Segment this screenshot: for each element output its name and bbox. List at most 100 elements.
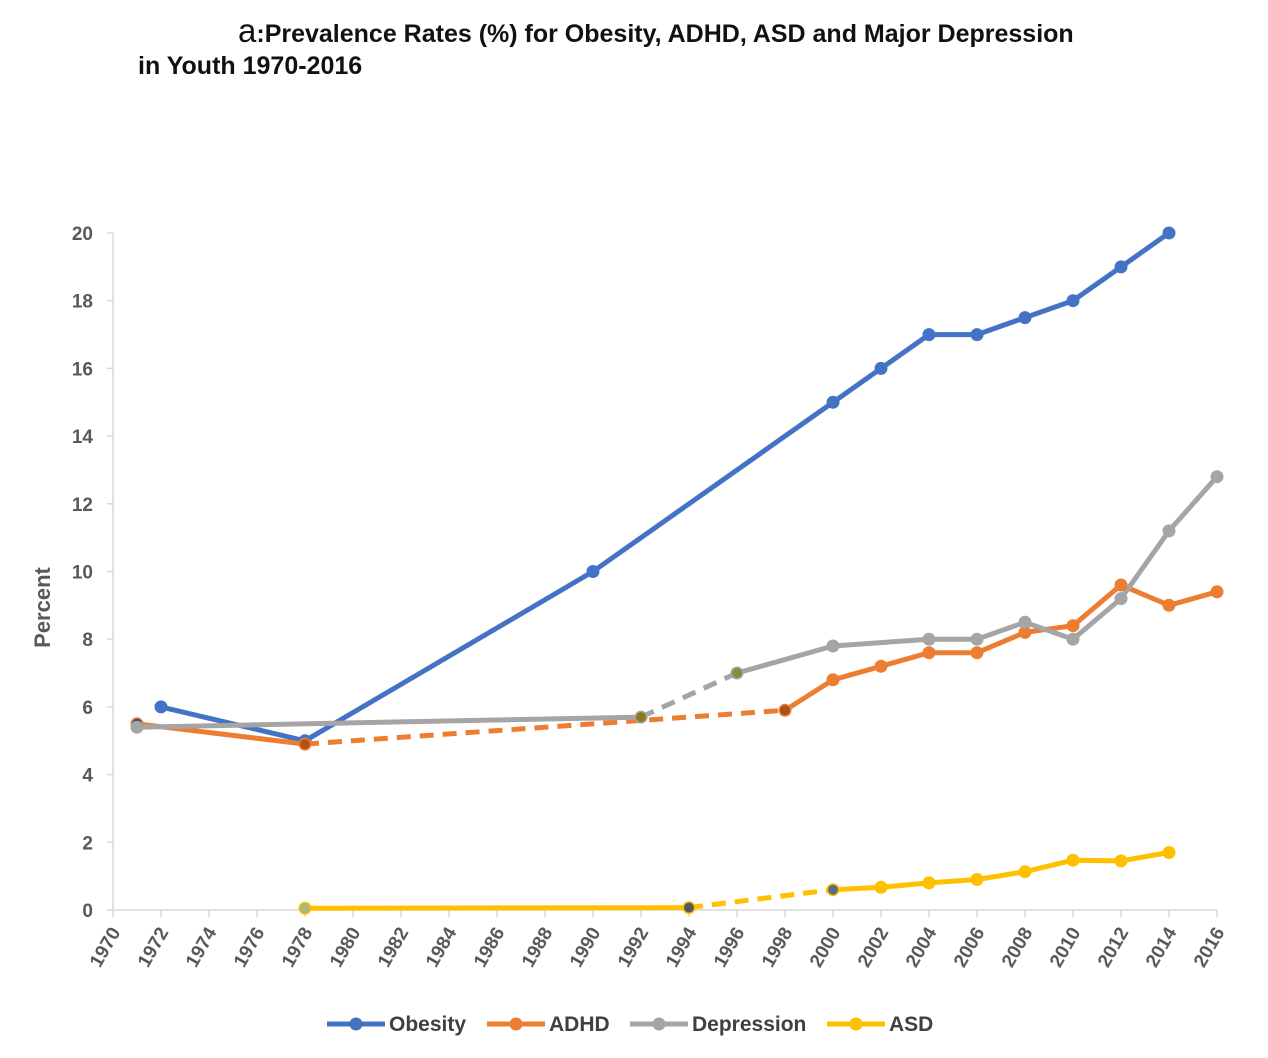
asd-data-point — [1066, 853, 1080, 867]
depression-series-line-dashed — [639, 670, 739, 720]
adhd-data-point — [874, 659, 888, 673]
chart-title-separator: : — [256, 20, 265, 48]
depression-data-point — [1066, 632, 1080, 646]
depression-data-point — [1114, 592, 1128, 606]
x-tick-label: 2006 — [950, 924, 989, 971]
obesity-legend-marker — [349, 1017, 363, 1031]
asd-data-point — [1114, 854, 1128, 868]
x-tick-label: 1982 — [374, 924, 413, 971]
adhd-data-point-highlight — [780, 705, 790, 716]
obesity-data-point — [922, 328, 936, 342]
obesity-data-point — [154, 700, 168, 714]
obesity-series-line-solid — [160, 230, 1171, 744]
asd-series-line-solid — [304, 905, 690, 911]
x-tick-label: 1980 — [326, 924, 365, 971]
y-tick-label: 18 — [72, 292, 93, 313]
adhd-data-point — [970, 646, 984, 660]
depression-data-point — [922, 632, 936, 646]
y-tick-label: 14 — [72, 427, 94, 448]
asd-legend-marker — [849, 1017, 863, 1031]
adhd-series-line-solid — [783, 582, 1218, 713]
x-tick-label: 1970 — [86, 924, 125, 971]
y-axis-title: Percent — [30, 566, 55, 647]
y-tick-label: 12 — [72, 495, 93, 516]
adhd-data-point — [922, 646, 936, 660]
depression-legend-marker — [652, 1017, 666, 1031]
chart-title: a:Prevalence Rates (%) for Obesity, ADHD… — [0, 12, 1268, 92]
asd-data-point — [922, 876, 936, 890]
x-tick-label: 2008 — [998, 924, 1037, 971]
depression-data-point — [1162, 524, 1176, 538]
obesity-data-point — [1066, 294, 1080, 308]
adhd-legend-marker — [509, 1017, 523, 1031]
x-tick-label: 1974 — [182, 924, 222, 971]
chart-title-letter: a — [238, 12, 257, 49]
asd-data-point — [1162, 846, 1176, 859]
x-tick-label: 1986 — [470, 924, 509, 971]
depression-legend-label: Depression — [692, 1013, 806, 1036]
adhd-data-point — [1018, 625, 1032, 639]
obesity-data-point — [586, 565, 600, 578]
x-tick-label: 1972 — [134, 924, 173, 971]
asd-series-line-dashed — [688, 887, 834, 911]
asd-data-point-highlight — [828, 884, 838, 895]
adhd-data-point-highlight — [300, 739, 310, 750]
asd-data-point — [1018, 865, 1032, 879]
x-tick-label: 2000 — [806, 924, 845, 971]
y-tick-label: 8 — [82, 630, 93, 651]
obesity-legend-label: Obesity — [389, 1013, 466, 1036]
y-tick-label: 0 — [82, 901, 93, 922]
depression-data-point — [970, 632, 984, 646]
y-tick-label: 4 — [82, 766, 93, 787]
x-tick-label: 1994 — [662, 924, 702, 971]
x-tick-label: 1996 — [710, 924, 749, 971]
asd-data-point — [874, 880, 888, 894]
x-tick-label: 2004 — [902, 924, 942, 971]
chart-title-line-2: in Youth 1970-2016 — [138, 52, 363, 80]
depression-data-point — [130, 720, 144, 734]
adhd-data-point — [1210, 585, 1224, 599]
asd-data-point-highlight — [300, 903, 310, 914]
x-tick-label: 1984 — [422, 924, 462, 971]
adhd-data-point — [1066, 619, 1080, 633]
adhd-data-point — [1162, 598, 1176, 612]
adhd-series-line-dashed — [304, 707, 786, 747]
x-tick-label: 2014 — [1142, 924, 1182, 971]
asd-legend-label: ASD — [889, 1013, 933, 1036]
chart-title-text: Prevalence Rates (%) for Obesity, ADHD, … — [264, 20, 1074, 48]
y-tick-label: 16 — [72, 359, 93, 380]
obesity-data-point — [970, 328, 984, 342]
y-tick-label: 20 — [72, 224, 93, 245]
obesity-data-point — [1162, 226, 1176, 240]
depression-data-point — [1018, 615, 1032, 629]
depression-series-line-solid — [136, 714, 642, 730]
x-tick-label: 1990 — [566, 924, 605, 971]
y-tick-label: 6 — [82, 698, 93, 719]
depression-data-point — [826, 639, 840, 653]
x-tick-label: 2016 — [1190, 924, 1229, 971]
adhd-data-point — [826, 673, 840, 687]
x-tick-label: 1992 — [614, 924, 653, 971]
obesity-data-point — [1114, 260, 1128, 274]
depression-data-point-highlight — [636, 712, 646, 723]
asd-data-point-highlight — [684, 902, 694, 913]
asd-data-point — [970, 873, 984, 886]
obesity-data-point — [1018, 311, 1032, 325]
x-tick-label: 1998 — [758, 924, 797, 971]
obesity-data-point — [874, 361, 888, 375]
x-tick-label: 1978 — [278, 924, 317, 971]
adhd-data-point — [1114, 578, 1128, 592]
adhd-legend-label: ADHD — [549, 1013, 610, 1036]
x-tick-label: 1976 — [230, 924, 269, 971]
depression-data-point — [1210, 470, 1224, 484]
depression-data-point-highlight — [732, 668, 742, 678]
x-tick-label: 2012 — [1094, 924, 1133, 971]
y-tick-label: 10 — [72, 563, 93, 584]
x-tick-label: 1988 — [518, 924, 557, 971]
asd-series-line-solid — [832, 850, 1170, 893]
chart-title-line-1: a:Prevalence Rates (%) for Obesity, ADHD… — [238, 12, 1074, 50]
x-tick-label: 2002 — [854, 924, 893, 971]
y-tick-label: 2 — [82, 833, 93, 854]
x-tick-label: 2010 — [1046, 924, 1085, 971]
